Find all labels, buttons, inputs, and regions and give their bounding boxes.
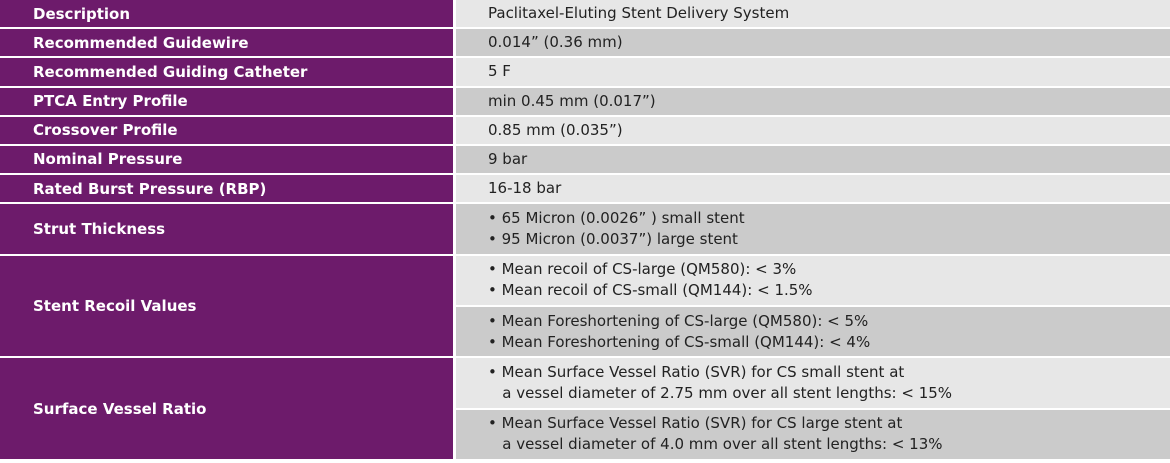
row-label-description: Description	[0, 0, 456, 28]
row-label-strut-thickness: Strut Thickness	[0, 204, 456, 254]
row-label-crossover-profile: Crossover Profile	[0, 116, 456, 144]
row-value-foreshortening: • Mean Foreshortening of CS-large (QM580…	[456, 306, 1170, 357]
list-item: • 65 Micron (0.0026” ) small stent	[488, 208, 745, 227]
row-label-guidewire: Recommended Guidewire	[0, 29, 456, 57]
row-value-crossover-profile: 0.85 mm (0.035”)	[456, 116, 1170, 144]
list-item: • Mean Foreshortening of CS-large (QM580…	[488, 311, 869, 330]
table-row: Surface Vessel Ratio • Mean Surface Vess…	[0, 358, 1170, 459]
table-row: • Mean Foreshortening of CS-large (QM580…	[0, 306, 1170, 357]
row-value-svr-large: • Mean Surface Vessel Ratio (SVR) for CS…	[456, 409, 1170, 459]
row-label-nominal-pressure: Nominal Pressure	[0, 145, 456, 174]
list-item: • Mean Foreshortening of CS-small (QM144…	[488, 332, 871, 351]
row-label-guiding-catheter: Recommended Guiding Catheter	[0, 58, 456, 86]
list-item: • Mean recoil of CS-small (QM144): < 1.5…	[488, 281, 813, 300]
table-row: Recommended Guiding Catheter 5 F	[0, 58, 1170, 86]
list-item: a vessel diameter of 2.75 mm over all st…	[488, 383, 953, 402]
table-row: Rated Burst Pressure (RBP) 16-18 bar	[0, 175, 1170, 203]
row-label-surface-vessel-ratio: Surface Vessel Ratio	[0, 358, 456, 459]
row-value-guiding-catheter: 5 F	[456, 58, 1170, 86]
list-item: a vessel diameter of 4.0 mm over all ste…	[488, 435, 943, 454]
row-value-nominal-pressure: 9 bar	[456, 145, 1170, 174]
row-value-stent-recoil: • Mean recoil of CS-large (QM580): < 3% …	[456, 255, 1170, 305]
table-row: • Mean Surface Vessel Ratio (SVR) for CS…	[0, 409, 1170, 459]
table-row: PTCA Entry Profile min 0.45 mm (0.017”)	[0, 87, 1170, 115]
list-item: • Mean recoil of CS-large (QM580): < 3%	[488, 260, 797, 279]
table-row: Nominal Pressure 9 bar	[0, 145, 1170, 174]
row-label-rated-burst-pressure: Rated Burst Pressure (RBP)	[0, 175, 456, 203]
row-value-rated-burst-pressure: 16-18 bar	[456, 175, 1170, 203]
row-value-description: Paclitaxel-Eluting Stent Delivery System	[456, 0, 1170, 28]
list-item: • 95 Micron (0.0037”) large stent	[488, 229, 738, 248]
row-value-ptca-entry-profile: min 0.45 mm (0.017”)	[456, 87, 1170, 115]
table-row: Description Paclitaxel-Eluting Stent Del…	[0, 0, 1170, 28]
list-item: • Mean Surface Vessel Ratio (SVR) for CS…	[488, 414, 903, 433]
row-value-strut-thickness: • 65 Micron (0.0026” ) small stent • 95 …	[456, 204, 1170, 254]
row-label-stent-recoil: Stent Recoil Values	[0, 255, 456, 357]
row-label-ptca-entry-profile: PTCA Entry Profile	[0, 87, 456, 115]
table-row: Stent Recoil Values • Mean recoil of CS-…	[0, 255, 1170, 357]
table-row: Recommended Guidewire 0.014” (0.36 mm)	[0, 29, 1170, 57]
row-value-svr-small: • Mean Surface Vessel Ratio (SVR) for CS…	[456, 358, 1170, 408]
row-value-guidewire: 0.014” (0.36 mm)	[456, 29, 1170, 57]
list-item: • Mean Surface Vessel Ratio (SVR) for CS…	[488, 362, 905, 381]
table-row: Strut Thickness • 65 Micron (0.0026” ) s…	[0, 204, 1170, 254]
table-row: Crossover Profile 0.85 mm (0.035”)	[0, 116, 1170, 144]
